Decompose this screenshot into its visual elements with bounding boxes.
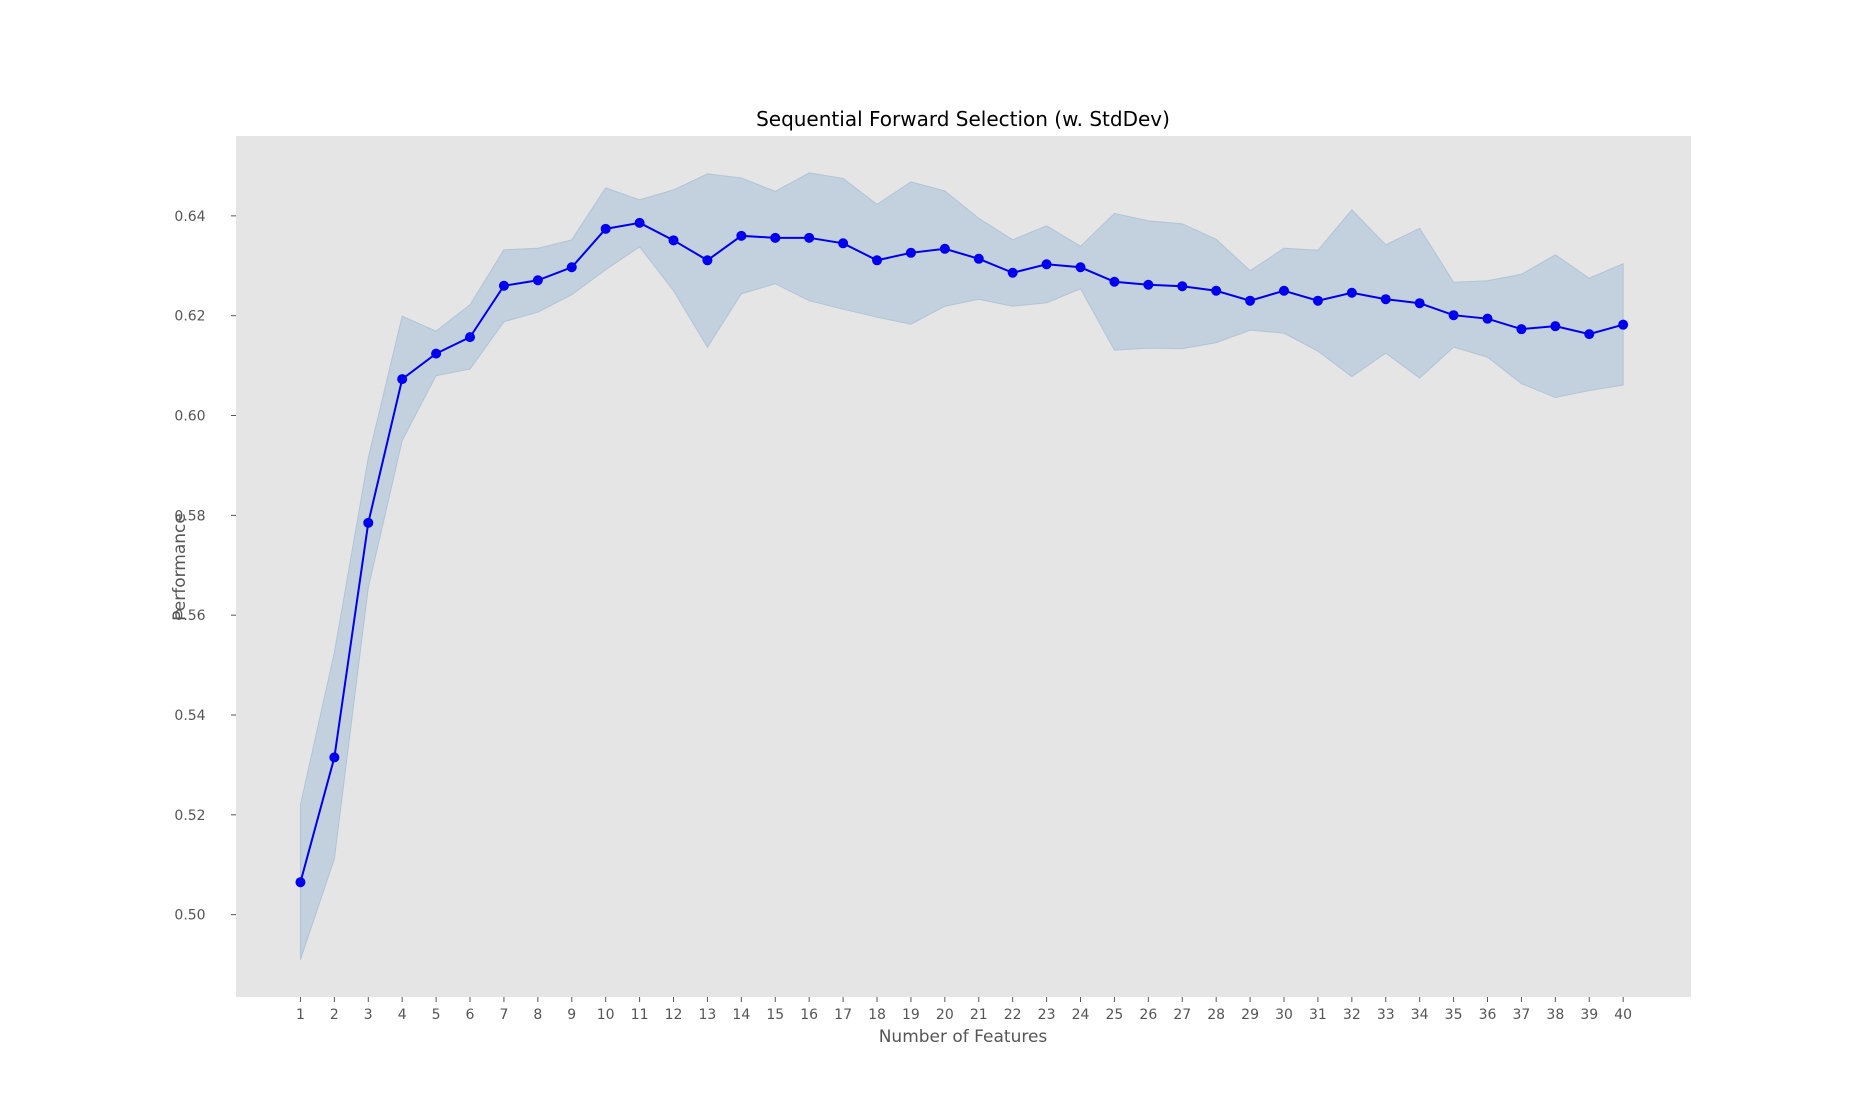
x-tick-label: 15 [766, 1007, 784, 1023]
x-tick-label: 34 [1411, 1007, 1429, 1023]
x-tick-label: 35 [1445, 1007, 1463, 1023]
x-tick-label: 4 [398, 1007, 407, 1023]
data-point [600, 223, 611, 234]
data-point [566, 262, 577, 273]
x-tick-label: 12 [665, 1007, 683, 1023]
data-point [1584, 329, 1595, 340]
x-tick-label: 2 [330, 1007, 339, 1023]
data-point [770, 232, 781, 243]
x-tick-label: 28 [1207, 1007, 1225, 1023]
x-tick-label: 14 [732, 1007, 750, 1023]
std-dev-band [299, 172, 1624, 960]
x-axis-label: Number of Features [879, 1027, 1048, 1047]
y-tick-label: 0.54 [174, 708, 205, 724]
data-point [295, 877, 306, 888]
data-point [1550, 321, 1561, 332]
x-tick-label: 38 [1546, 1007, 1564, 1023]
data-point [939, 243, 950, 254]
data-point [1312, 295, 1323, 306]
x-tick-label: 1 [296, 1007, 305, 1023]
x-axis-ticks: 1 2 3 4 5 6 7 8 9 10 11 12 13 14 15 16 17 18 19 20 21 22 23 24 2… [296, 997, 1632, 1023]
performance-line [299, 221, 1624, 883]
data-point [1346, 287, 1357, 298]
x-tick-label: 40 [1614, 1007, 1632, 1023]
x-tick-label: 7 [499, 1007, 508, 1023]
performance-markers [295, 217, 1629, 888]
data-point [668, 235, 679, 246]
y-tick-label: 0.62 [174, 309, 205, 325]
x-tick-label: 23 [1038, 1007, 1056, 1023]
y-tick-label: 0.58 [174, 508, 205, 524]
data-point [905, 247, 916, 258]
y-tick-label: 0.50 [174, 908, 205, 924]
y-tick-label: 0.60 [174, 409, 205, 425]
x-tick-label: 29 [1241, 1007, 1259, 1023]
y-tick-label: 0.56 [174, 608, 205, 624]
data-point [1041, 259, 1052, 270]
data-point [1279, 285, 1290, 296]
x-tick-label: 3 [364, 1007, 373, 1023]
x-tick-label: 25 [1106, 1007, 1124, 1023]
data-point [1380, 294, 1391, 305]
x-tick-label: 20 [936, 1007, 954, 1023]
data-point [329, 752, 340, 763]
data-point [532, 275, 543, 286]
data-point [1075, 262, 1086, 273]
x-tick-label: 16 [800, 1007, 818, 1023]
x-tick-label: 8 [533, 1007, 542, 1023]
y-axis-ticks: 0.50 0.52 0.54 0.56 0.58 0.60 0.62 0.64 [174, 209, 236, 924]
y-tick-label: 0.64 [174, 209, 205, 225]
x-tick-label: 18 [868, 1007, 886, 1023]
x-tick-label: 32 [1343, 1007, 1361, 1023]
data-point [1618, 319, 1629, 330]
x-tick-label: 19 [902, 1007, 920, 1023]
data-point [736, 230, 747, 241]
data-point [702, 255, 713, 266]
x-tick-label: 5 [432, 1007, 441, 1023]
x-tick-label: 13 [699, 1007, 717, 1023]
x-tick-label: 9 [567, 1007, 576, 1023]
x-tick-label: 37 [1513, 1007, 1531, 1023]
x-tick-label: 6 [466, 1007, 475, 1023]
x-tick-label: 36 [1479, 1007, 1497, 1023]
data-point [1007, 267, 1018, 278]
x-tick-label: 24 [1072, 1007, 1090, 1023]
x-tick-label: 30 [1275, 1007, 1293, 1023]
data-point [1414, 298, 1425, 309]
data-point [465, 332, 476, 343]
x-tick-label: 39 [1580, 1007, 1598, 1023]
x-tick-label: 33 [1377, 1007, 1395, 1023]
data-point [498, 280, 509, 291]
x-tick-label: 11 [631, 1007, 649, 1023]
data-point [1211, 285, 1222, 296]
x-tick-label: 26 [1139, 1007, 1157, 1023]
y-tick-label: 0.52 [174, 808, 205, 824]
std-dev-band-area [299, 172, 1624, 960]
data-point [1177, 281, 1188, 292]
x-tick-label: 22 [1004, 1007, 1022, 1023]
data-point [973, 253, 984, 264]
series-line [299, 221, 1624, 883]
x-tick-label: 21 [970, 1007, 988, 1023]
data-point [431, 348, 442, 359]
data-point [1448, 310, 1459, 321]
data-point [838, 238, 849, 249]
data-point [804, 232, 815, 243]
data-point [634, 217, 645, 228]
data-point [1143, 279, 1154, 290]
data-point [1245, 295, 1256, 306]
data-point [1482, 313, 1493, 324]
x-tick-label: 10 [597, 1007, 615, 1023]
x-tick-label: 31 [1309, 1007, 1327, 1023]
data-point [872, 255, 883, 266]
x-tick-label: 17 [834, 1007, 852, 1023]
data-point [397, 374, 408, 385]
x-tick-label: 27 [1173, 1007, 1191, 1023]
data-point [1516, 324, 1527, 335]
data-point [363, 517, 374, 528]
chart-title: Sequential Forward Selection (w. StdDev) [756, 107, 1170, 131]
y-axis-label: Performance [170, 513, 190, 621]
data-point [1109, 276, 1120, 287]
